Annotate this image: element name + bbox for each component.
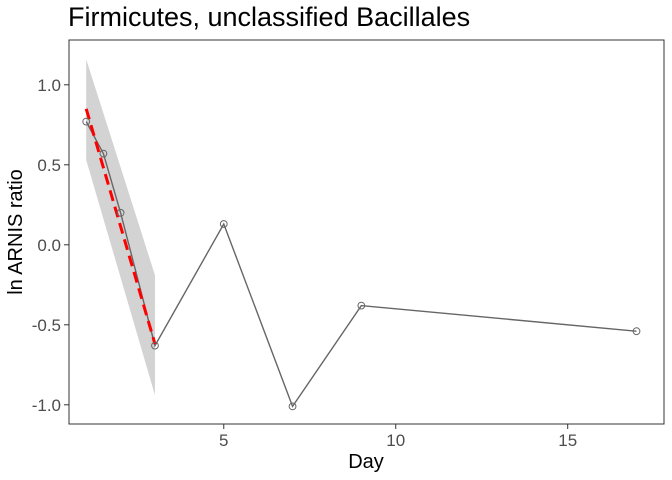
data-points <box>82 117 641 411</box>
data-point <box>357 301 366 310</box>
x-tick-label: 10 <box>386 431 405 450</box>
x-axis-title: Day <box>348 451 384 473</box>
data-point <box>99 149 108 158</box>
y-axis-title: ln ARNIS ratio <box>5 169 27 295</box>
data-point <box>219 220 228 228</box>
x-tick-label: 5 <box>219 431 228 450</box>
x-axis-ticks: 5 10 15 <box>219 424 577 450</box>
fit-line <box>84 108 157 345</box>
data-point <box>288 402 297 411</box>
y-axis-ticks: 1.0 0.5 0.0 -0.5 -1.0 <box>32 76 69 415</box>
data-point <box>82 117 91 126</box>
data-series-line <box>85 121 637 408</box>
data-point <box>632 327 641 336</box>
y-tick-label: 1.0 <box>37 76 61 95</box>
series-line <box>85 121 637 408</box>
regression-line <box>84 108 157 345</box>
data-point <box>116 208 125 217</box>
y-tick-label: -0.5 <box>32 316 61 335</box>
y-tick-label: -1.0 <box>32 396 61 415</box>
y-tick-label: 0.0 <box>37 236 61 255</box>
plot-panel <box>68 39 665 425</box>
y-tick-label: 0.5 <box>37 156 61 175</box>
x-tick-label: 15 <box>558 431 577 450</box>
chart-title: Firmicutes, unclassified Bacillales <box>68 2 470 32</box>
data-point <box>151 341 159 350</box>
